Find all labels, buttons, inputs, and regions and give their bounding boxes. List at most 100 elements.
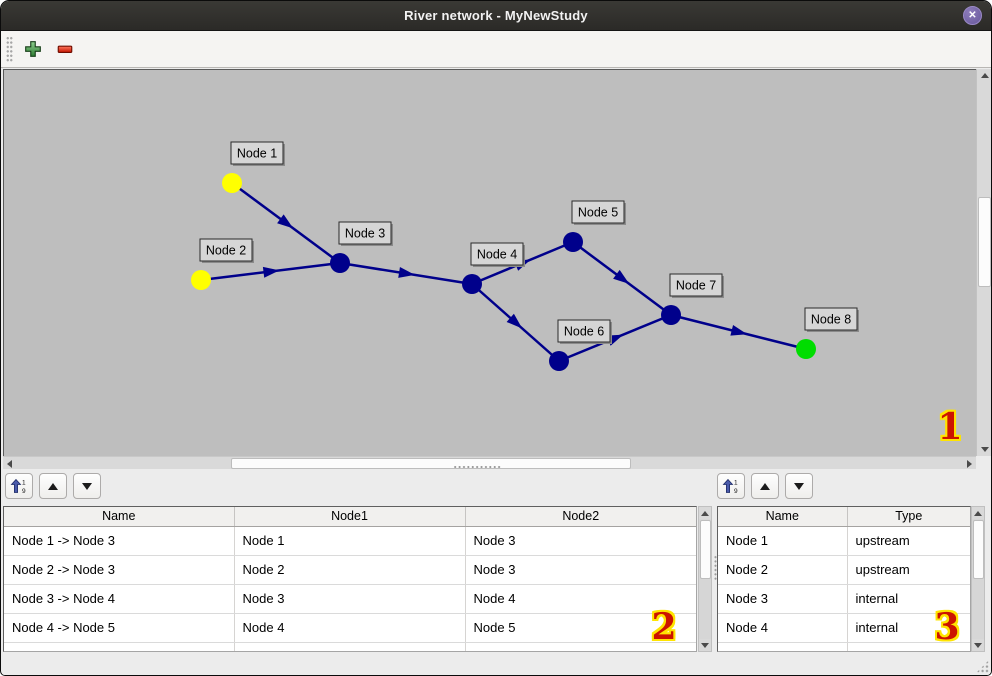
plus-icon — [25, 41, 41, 57]
graph-node-node-2[interactable] — [191, 270, 211, 290]
nodes-table-scrollbar[interactable] — [971, 506, 985, 652]
cell[interactable]: Node 3 — [465, 526, 696, 556]
close-button[interactable]: ✕ — [963, 6, 982, 25]
graph-label-node-2: Node 2 — [199, 238, 254, 263]
scroll-up-button[interactable] — [977, 69, 991, 82]
scrollbar-thumb[interactable] — [972, 520, 984, 579]
cell[interactable]: Node 2 — [718, 555, 848, 585]
river-network-graph: Node 1 Node 2 Node 3 Node 4 Node 5 Node 6 Node… — [191, 141, 859, 371]
scroll-down-button[interactable] — [699, 639, 711, 651]
sort-ascending-icon: 1 9 — [722, 478, 738, 495]
edges-table-toolbar: 1 9 — [5, 473, 101, 499]
table-row[interactable] — [718, 642, 970, 651]
cell[interactable]: Node 4 — [718, 613, 848, 643]
cell[interactable]: internal — [847, 584, 970, 614]
edges-move-up-button[interactable] — [39, 473, 67, 499]
graph-node-node-1[interactable] — [222, 173, 242, 193]
cell[interactable]: Node 3 -> Node 4 — [4, 584, 235, 614]
scroll-up-button[interactable] — [972, 507, 984, 519]
nodes-sort-button[interactable]: 1 9 — [717, 473, 745, 499]
edges-table-scrollbar[interactable] — [698, 506, 712, 652]
scrollbar-thumb[interactable] — [699, 520, 711, 579]
table-row[interactable]: Node 3 -> Node 4 Node 3 Node 4 — [4, 584, 696, 614]
graph-node-node-6[interactable] — [549, 351, 569, 371]
table-row[interactable]: Node 2 -> Node 3 Node 2 Node 3 — [4, 555, 696, 585]
nodes-move-down-button[interactable] — [785, 473, 813, 499]
graph-node-node-4[interactable] — [462, 274, 482, 294]
table-row[interactable]: Node 4 internal — [718, 613, 970, 643]
column-header-node1[interactable]: Node1 — [234, 507, 466, 527]
nodes-move-up-button[interactable] — [751, 473, 779, 499]
cell[interactable]: upstream — [847, 555, 970, 585]
nodes-table[interactable]: Name Type Node 1 upstream Node 2 upstream Node… — [717, 506, 971, 652]
scroll-left-button[interactable] — [3, 457, 16, 470]
svg-text:Node 4: Node 4 — [477, 248, 517, 262]
edges-table[interactable]: Name Node1 Node2 Node 1 -> Node 3 Node 1 Node… — [3, 506, 697, 652]
graph-arrowhead — [398, 266, 415, 278]
graph-arrowhead — [277, 214, 294, 229]
cell[interactable]: Node 4 -> Node 5 — [4, 613, 235, 643]
table-row[interactable]: Node 1 -> Node 3 Node 1 Node 3 — [4, 526, 696, 556]
cell[interactable]: Node 3 — [234, 584, 466, 614]
scroll-down-button[interactable] — [977, 443, 991, 456]
table-row[interactable]: Node 4 -> Node 5 Node 4 Node 5 — [4, 613, 696, 643]
cell[interactable] — [4, 642, 235, 651]
cell[interactable]: Node 1 — [718, 526, 848, 556]
cell[interactable]: Node 4 — [465, 584, 696, 614]
vscrollbar-thumb[interactable] — [978, 197, 991, 287]
svg-text:Node 8: Node 8 — [811, 313, 851, 327]
cell[interactable]: Node 3 — [465, 555, 696, 585]
cell[interactable]: Node 5 — [465, 613, 696, 643]
column-header-name[interactable]: Name — [4, 507, 235, 527]
cell[interactable] — [234, 642, 466, 651]
window-resize-grip[interactable] — [976, 660, 989, 673]
cell[interactable]: Node 2 -> Node 3 — [4, 555, 235, 585]
cell[interactable] — [718, 642, 848, 651]
cell[interactable]: internal — [847, 613, 970, 643]
move-up-icon — [760, 482, 770, 490]
scroll-up-button[interactable] — [699, 507, 711, 519]
graph-node-node-5[interactable] — [563, 232, 583, 252]
column-header-name[interactable]: Name — [718, 507, 848, 527]
graph-label-node-1: Node 1 — [230, 141, 285, 166]
graph-node-node-8[interactable] — [796, 339, 816, 359]
hscrollbar-thumb[interactable] — [231, 458, 631, 469]
triangle-left-icon — [7, 459, 12, 468]
cell[interactable]: upstream — [847, 526, 970, 556]
canvas-vscrollbar[interactable] — [976, 69, 991, 456]
triangle-down-icon — [981, 447, 989, 452]
scroll-right-button[interactable] — [963, 457, 976, 470]
cell[interactable]: Node 3 — [718, 584, 848, 614]
graph-arrowhead — [506, 313, 523, 329]
graph-node-node-7[interactable] — [661, 305, 681, 325]
graph-node-node-3[interactable] — [330, 253, 350, 273]
column-header-node2[interactable]: Node2 — [465, 507, 696, 527]
toolbar — [1, 31, 991, 68]
remove-button[interactable] — [52, 36, 78, 62]
tables-splitter-handle[interactable] — [713, 555, 718, 581]
triangle-up-icon — [981, 73, 989, 78]
table-row[interactable]: Node 3 internal — [718, 584, 970, 614]
scroll-down-button[interactable] — [972, 639, 984, 651]
cell[interactable]: Node 1 — [234, 526, 466, 556]
edges-move-down-button[interactable] — [73, 473, 101, 499]
cell[interactable] — [465, 642, 696, 651]
cell[interactable] — [847, 642, 970, 651]
titlebar[interactable]: River network - MyNewStudy ✕ — [1, 1, 991, 31]
table-row[interactable]: Node 2 upstream — [718, 555, 970, 585]
canvas-hscrollbar[interactable] — [3, 456, 976, 470]
table-row[interactable]: Node 1 upstream — [718, 526, 970, 556]
toolbar-drag-handle[interactable] — [6, 36, 13, 62]
add-button[interactable] — [20, 36, 46, 62]
table-row[interactable] — [4, 642, 696, 651]
cell[interactable]: Node 1 -> Node 3 — [4, 526, 235, 556]
edges-sort-button[interactable]: 1 9 — [5, 473, 33, 499]
panel-splitter-handle[interactable] — [453, 465, 501, 469]
cell[interactable]: Node 2 — [234, 555, 466, 585]
column-header-type[interactable]: Type — [847, 507, 970, 527]
cell[interactable]: Node 4 — [234, 613, 466, 643]
triangle-down-icon — [701, 642, 709, 648]
graph-label-node-7: Node 7 — [669, 273, 724, 298]
network-canvas[interactable]: Node 1 Node 2 Node 3 Node 4 Node 5 Node 6 Node… — [3, 69, 976, 456]
